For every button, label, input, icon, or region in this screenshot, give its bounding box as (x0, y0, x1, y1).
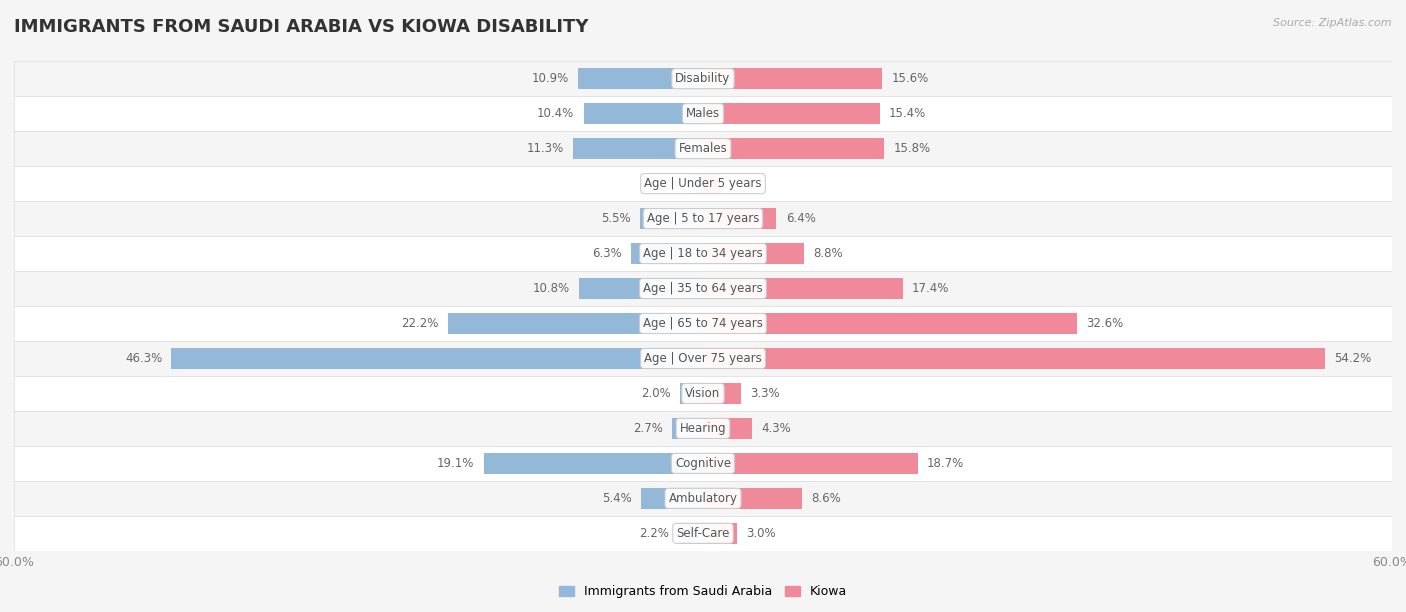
Text: 6.3%: 6.3% (592, 247, 621, 260)
Text: 2.0%: 2.0% (641, 387, 671, 400)
Text: 18.7%: 18.7% (927, 457, 965, 470)
Text: 1.2%: 1.2% (650, 177, 681, 190)
Text: 22.2%: 22.2% (402, 317, 439, 330)
Text: Age | 18 to 34 years: Age | 18 to 34 years (643, 247, 763, 260)
Text: Cognitive: Cognitive (675, 457, 731, 470)
FancyBboxPatch shape (14, 201, 1392, 236)
FancyBboxPatch shape (14, 61, 1392, 96)
Text: 5.4%: 5.4% (602, 492, 631, 505)
Text: 10.8%: 10.8% (533, 282, 569, 295)
Bar (583, 103, 703, 124)
Text: 8.6%: 8.6% (811, 492, 841, 505)
Text: Age | Under 5 years: Age | Under 5 years (644, 177, 762, 190)
Bar (449, 313, 703, 334)
FancyBboxPatch shape (14, 96, 1392, 131)
FancyBboxPatch shape (14, 516, 1392, 551)
Text: 15.4%: 15.4% (889, 107, 927, 120)
FancyBboxPatch shape (14, 271, 1392, 306)
FancyBboxPatch shape (14, 341, 1392, 376)
Bar (703, 138, 884, 159)
Bar (678, 523, 703, 544)
FancyBboxPatch shape (14, 411, 1392, 446)
FancyBboxPatch shape (14, 236, 1392, 271)
Text: 46.3%: 46.3% (125, 352, 162, 365)
Text: 3.0%: 3.0% (747, 527, 776, 540)
FancyBboxPatch shape (14, 376, 1392, 411)
Bar (579, 278, 703, 299)
Text: 15.6%: 15.6% (891, 72, 928, 85)
Bar (703, 488, 801, 509)
Legend: Immigrants from Saudi Arabia, Kiowa: Immigrants from Saudi Arabia, Kiowa (554, 580, 852, 603)
Text: IMMIGRANTS FROM SAUDI ARABIA VS KIOWA DISABILITY: IMMIGRANTS FROM SAUDI ARABIA VS KIOWA DI… (14, 18, 589, 36)
Text: 5.5%: 5.5% (600, 212, 631, 225)
Text: 19.1%: 19.1% (437, 457, 474, 470)
Text: 2.2%: 2.2% (638, 527, 669, 540)
Text: Vision: Vision (685, 387, 721, 400)
Bar (703, 383, 741, 404)
Text: 3.3%: 3.3% (749, 387, 780, 400)
Text: 17.4%: 17.4% (912, 282, 949, 295)
Text: Self-Care: Self-Care (676, 527, 730, 540)
Bar (703, 208, 776, 229)
Text: Ambulatory: Ambulatory (668, 492, 738, 505)
Text: 4.3%: 4.3% (762, 422, 792, 435)
Text: 15.8%: 15.8% (894, 142, 931, 155)
Text: 11.3%: 11.3% (527, 142, 564, 155)
Bar (703, 243, 804, 264)
Text: Age | 5 to 17 years: Age | 5 to 17 years (647, 212, 759, 225)
Bar (703, 173, 720, 194)
FancyBboxPatch shape (14, 481, 1392, 516)
Bar (703, 103, 880, 124)
Text: Age | 35 to 64 years: Age | 35 to 64 years (643, 282, 763, 295)
Text: 10.4%: 10.4% (537, 107, 575, 120)
Text: 1.5%: 1.5% (730, 177, 759, 190)
Text: Hearing: Hearing (679, 422, 727, 435)
Bar (672, 418, 703, 439)
Bar (703, 453, 918, 474)
Bar (578, 68, 703, 89)
Text: 32.6%: 32.6% (1087, 317, 1123, 330)
Text: Age | Over 75 years: Age | Over 75 years (644, 352, 762, 365)
FancyBboxPatch shape (14, 306, 1392, 341)
Bar (640, 208, 703, 229)
Bar (484, 453, 703, 474)
Bar (689, 173, 703, 194)
Bar (703, 348, 1326, 369)
Bar (681, 383, 703, 404)
Bar (703, 313, 1077, 334)
Text: Males: Males (686, 107, 720, 120)
Text: Disability: Disability (675, 72, 731, 85)
Bar (172, 348, 703, 369)
Text: 2.7%: 2.7% (633, 422, 662, 435)
Text: Source: ZipAtlas.com: Source: ZipAtlas.com (1274, 18, 1392, 28)
FancyBboxPatch shape (14, 446, 1392, 481)
Text: 6.4%: 6.4% (786, 212, 815, 225)
Text: Age | 65 to 74 years: Age | 65 to 74 years (643, 317, 763, 330)
Bar (631, 243, 703, 264)
Bar (703, 523, 738, 544)
FancyBboxPatch shape (14, 131, 1392, 166)
FancyBboxPatch shape (14, 166, 1392, 201)
Text: 8.8%: 8.8% (813, 247, 842, 260)
Text: 54.2%: 54.2% (1334, 352, 1372, 365)
Bar (703, 68, 882, 89)
Text: Females: Females (679, 142, 727, 155)
Bar (574, 138, 703, 159)
Bar (703, 278, 903, 299)
Bar (703, 418, 752, 439)
Bar (641, 488, 703, 509)
Text: 10.9%: 10.9% (531, 72, 568, 85)
